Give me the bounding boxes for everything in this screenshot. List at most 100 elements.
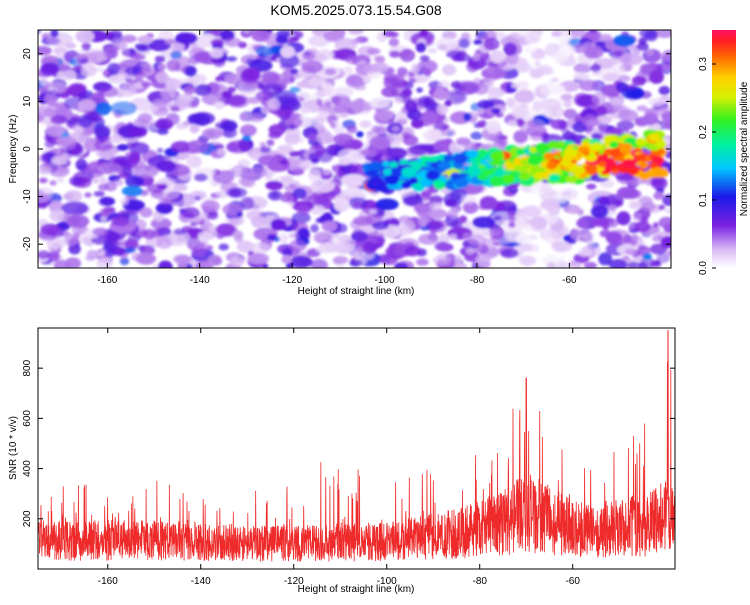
snr-x-tick-label: -160 <box>98 576 118 587</box>
heatmap-cell <box>513 130 528 144</box>
heatmap-cell <box>618 109 639 122</box>
heatmap-cell <box>189 124 200 134</box>
heatmap-cell <box>110 134 123 144</box>
heatmap-cell <box>551 30 563 37</box>
heatmap-cell <box>369 97 391 109</box>
heatmap-cell <box>92 227 109 236</box>
heatmap-cell <box>615 82 629 93</box>
heatmap-cell <box>139 245 155 256</box>
heatmap-trend-cell <box>520 159 527 164</box>
heatmap-cell <box>547 104 553 110</box>
heatmap-cell <box>361 148 378 157</box>
heatmap-cell <box>214 144 225 150</box>
heatmap-cell <box>435 37 459 51</box>
heatmap-cell <box>133 54 146 61</box>
heatmap-trend-cell <box>501 174 515 184</box>
heatmap-cell <box>100 216 107 222</box>
heatmap-trend-cell <box>548 173 560 182</box>
heatmap-cell <box>324 68 337 76</box>
heatmap-cell <box>165 78 182 91</box>
heatmap-trend-cell <box>425 170 440 181</box>
heatmap-cell <box>427 47 438 54</box>
heatmap-cell <box>507 210 517 217</box>
heatmap-cell <box>174 254 192 264</box>
heatmap-cell <box>613 50 624 58</box>
heatmap-cell <box>226 142 240 153</box>
heatmap-cell <box>137 35 154 44</box>
heatmap-cell <box>310 224 319 233</box>
heatmap-cell <box>584 261 597 268</box>
heatmap-cell <box>318 105 329 112</box>
heatmap-cell <box>162 187 180 200</box>
heatmap-cell <box>110 101 138 116</box>
heatmap-cell <box>432 255 451 266</box>
heatmap-cell <box>653 191 664 200</box>
heatmap-cell <box>570 30 586 38</box>
heatmap-cell <box>334 37 357 52</box>
heatmap-cell <box>498 135 508 141</box>
heatmap-cell <box>169 105 181 112</box>
heatmap-cell <box>428 202 443 210</box>
heatmap-cell <box>602 73 619 82</box>
heatmap-cell <box>444 198 457 207</box>
heatmap-trend-cell <box>648 132 661 142</box>
heatmap-trend-cell <box>621 158 636 169</box>
heatmap-cell <box>462 201 479 214</box>
heatmap-cell <box>89 51 108 63</box>
heatmap-cell <box>215 76 226 82</box>
heatmap-cell <box>586 183 597 190</box>
heatmap-cell <box>103 206 116 214</box>
heatmap-cell <box>296 204 311 217</box>
heatmap-trend-cell <box>452 153 468 164</box>
heatmap-cell <box>568 206 582 214</box>
heatmap-cell <box>280 45 295 59</box>
heatmap-cell <box>401 88 413 96</box>
heatmap-cell <box>281 254 292 264</box>
heatmap-trend-cell <box>383 168 394 176</box>
heatmap-cell <box>628 200 642 210</box>
snr-x-axis-label: Height of straight line (km) <box>298 584 415 595</box>
heatmap-trend-cell <box>543 152 556 161</box>
heatmap-cell <box>658 216 671 229</box>
heatmap-cell <box>97 162 122 175</box>
heatmap-cell <box>625 87 645 100</box>
heatmap-cell <box>289 255 313 268</box>
heatmap-cell <box>646 49 654 55</box>
heatmap-cell <box>648 97 666 107</box>
heatmap-trend-cell <box>611 169 619 175</box>
heatmap-cell <box>536 64 553 75</box>
heatmap-cell <box>411 118 424 129</box>
heatmap-trend-cell <box>453 177 469 188</box>
colorbar-tick-label: 0.2 <box>698 125 709 139</box>
heatmap-cell <box>240 196 255 210</box>
heatmap-trend-cell <box>429 155 439 163</box>
heatmap-cell <box>460 194 477 205</box>
heatmap-cell <box>309 117 325 126</box>
heatmap-cell <box>310 179 335 193</box>
heatmap-cell <box>484 66 495 73</box>
heatmap-cell <box>105 231 120 244</box>
heatmap-cell <box>573 72 589 81</box>
heatmap-cell <box>558 38 570 45</box>
heatmap-cell <box>476 243 489 254</box>
heatmap-cell <box>352 250 365 260</box>
heatmap-cell <box>354 79 366 87</box>
heatmap-cell <box>374 111 390 125</box>
heatmap-trend-cell <box>541 144 550 151</box>
heatmap-cell <box>573 92 591 107</box>
heatmap-cell <box>479 196 498 210</box>
heatmap-cell <box>343 186 363 198</box>
heatmap-cell <box>508 221 516 228</box>
heatmap-y-tick-label: 0 <box>22 146 33 152</box>
heatmap-cell <box>38 46 52 56</box>
heatmap-cell <box>157 147 164 154</box>
heatmap-cell <box>214 101 225 110</box>
heatmap-cell <box>395 224 411 238</box>
heatmap-x-tick-label: -120 <box>282 275 302 286</box>
heatmap-cell <box>429 129 441 140</box>
heatmap-cell <box>79 58 89 64</box>
heatmap-cell <box>69 176 82 186</box>
heatmap-cell <box>627 84 637 90</box>
heatmap-cell <box>389 140 402 148</box>
heatmap-cell <box>322 169 332 176</box>
